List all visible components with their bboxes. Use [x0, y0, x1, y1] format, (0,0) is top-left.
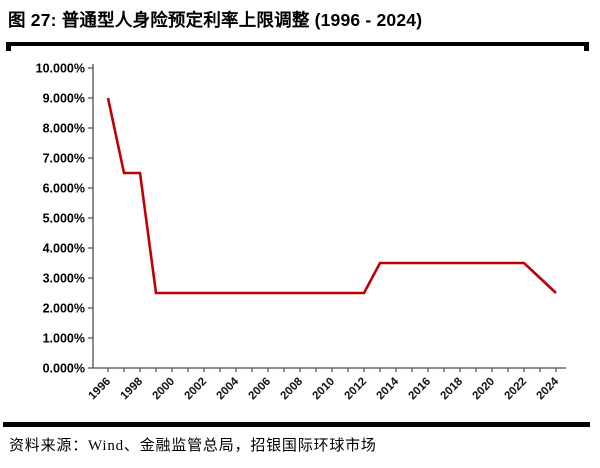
y-tick-label: 10.000% — [36, 62, 85, 76]
y-tick-label: 7.000% — [43, 152, 85, 166]
x-tick-label: 2016 — [407, 376, 434, 403]
y-tick-label: 4.000% — [43, 242, 85, 256]
y-tick-label: 2.000% — [43, 302, 85, 316]
title-rule-left-cap — [6, 42, 11, 51]
x-tick-label: 2022 — [503, 376, 530, 403]
y-tick-label: 8.000% — [43, 122, 85, 136]
y-tick-label: 1.000% — [43, 332, 85, 346]
x-tick-label: 2024 — [535, 375, 562, 402]
x-tick-label: 2006 — [247, 376, 274, 403]
x-tick-label: 2018 — [439, 375, 466, 402]
source-note: 资料来源：Wind、金融监管总局，招银国际环球市场 — [9, 438, 377, 454]
x-tick-label: 1996 — [87, 376, 114, 403]
y-tick-label: 5.000% — [43, 212, 85, 226]
title-rule-right-cap — [584, 42, 589, 51]
x-tick-label: 2014 — [375, 375, 402, 402]
y-tick-label: 0.000% — [43, 362, 85, 376]
x-tick-label: 2002 — [183, 376, 210, 403]
x-tick-label: 2012 — [343, 376, 370, 403]
x-tick-label: 2000 — [151, 376, 178, 403]
x-tick-label: 2008 — [279, 375, 306, 402]
figure-title: 图 27: 普通型人身险预定利率上限调整 (1996 - 2024) — [8, 10, 423, 30]
title-rule — [6, 42, 589, 46]
y-tick-label: 6.000% — [43, 182, 85, 196]
x-tick-label: 2010 — [311, 376, 338, 403]
x-tick-label: 2020 — [471, 376, 498, 403]
footer-rule — [3, 422, 590, 427]
x-tick-label: 1998 — [119, 375, 146, 402]
rate-cap-line — [106, 97, 557, 295]
x-tick-label: 2004 — [215, 375, 242, 402]
y-tick-label: 9.000% — [43, 92, 85, 106]
y-tick-label: 3.000% — [43, 272, 85, 286]
